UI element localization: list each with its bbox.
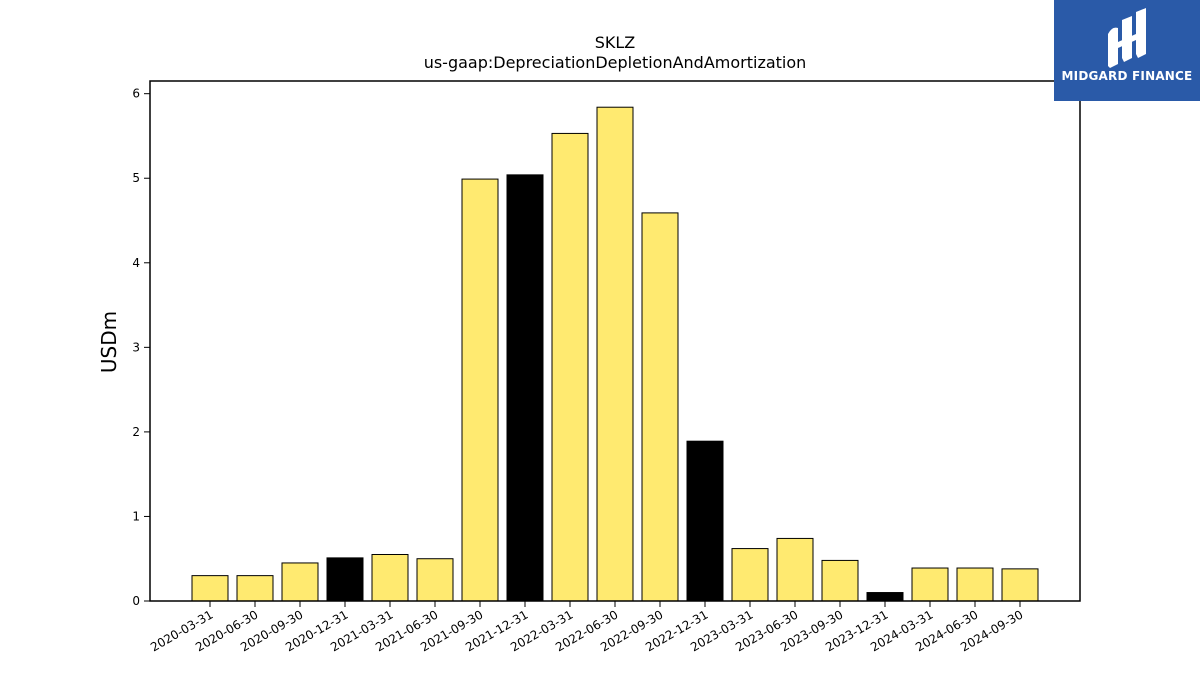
y-tick-label: 1 xyxy=(132,509,140,523)
y-tick-label: 6 xyxy=(132,87,140,101)
bar-2021-09-30 xyxy=(461,178,499,602)
x-ticks-group: 2020-03-312020-06-302020-09-302020-12-31… xyxy=(148,601,1026,654)
y-tick-label: 3 xyxy=(132,340,140,354)
bar-2024-09-30 xyxy=(1001,568,1039,602)
bars-group xyxy=(191,106,1039,602)
bar-2022-12-31 xyxy=(686,440,724,602)
bar-2021-12-31 xyxy=(506,174,544,602)
bar-2023-12-31 xyxy=(866,592,904,602)
y-tick-label: 5 xyxy=(132,171,140,185)
bar-2022-03-31 xyxy=(551,132,589,602)
logo-text: MIDGARD FINANCE xyxy=(1061,69,1193,83)
bar-2020-12-31 xyxy=(326,557,364,602)
y-tick-label: 0 xyxy=(132,594,140,608)
y-tick-label: 2 xyxy=(132,425,140,439)
bar-2022-09-30 xyxy=(641,212,679,602)
bar-2021-03-31 xyxy=(371,553,409,602)
bar-2023-09-30 xyxy=(821,559,859,602)
bar-2022-06-30 xyxy=(596,106,634,602)
chart-subtitle: us-gaap:DepreciationDepletionAndAmortiza… xyxy=(424,53,807,72)
bar-2020-06-30 xyxy=(236,575,274,602)
bar-2020-03-31 xyxy=(191,575,229,602)
y-ticks-group: 0 1 2 3 4 5 6 xyxy=(132,87,150,608)
logo-mark-icon xyxy=(1108,8,1146,68)
y-axis-label: USDm xyxy=(97,311,121,373)
plot-frame xyxy=(149,80,1081,602)
bar-2024-06-30 xyxy=(956,567,994,602)
y-tick-label: 4 xyxy=(132,256,140,270)
bar-2021-06-30 xyxy=(416,558,454,602)
bar-2023-03-31 xyxy=(731,548,769,602)
bar-2020-09-30 xyxy=(281,562,319,602)
brand-logo: MIDGARD FINANCE xyxy=(1054,0,1200,101)
chart-title: SKLZ xyxy=(595,33,636,52)
bar-2023-06-30 xyxy=(776,537,814,602)
bar-2024-03-31 xyxy=(911,567,949,602)
